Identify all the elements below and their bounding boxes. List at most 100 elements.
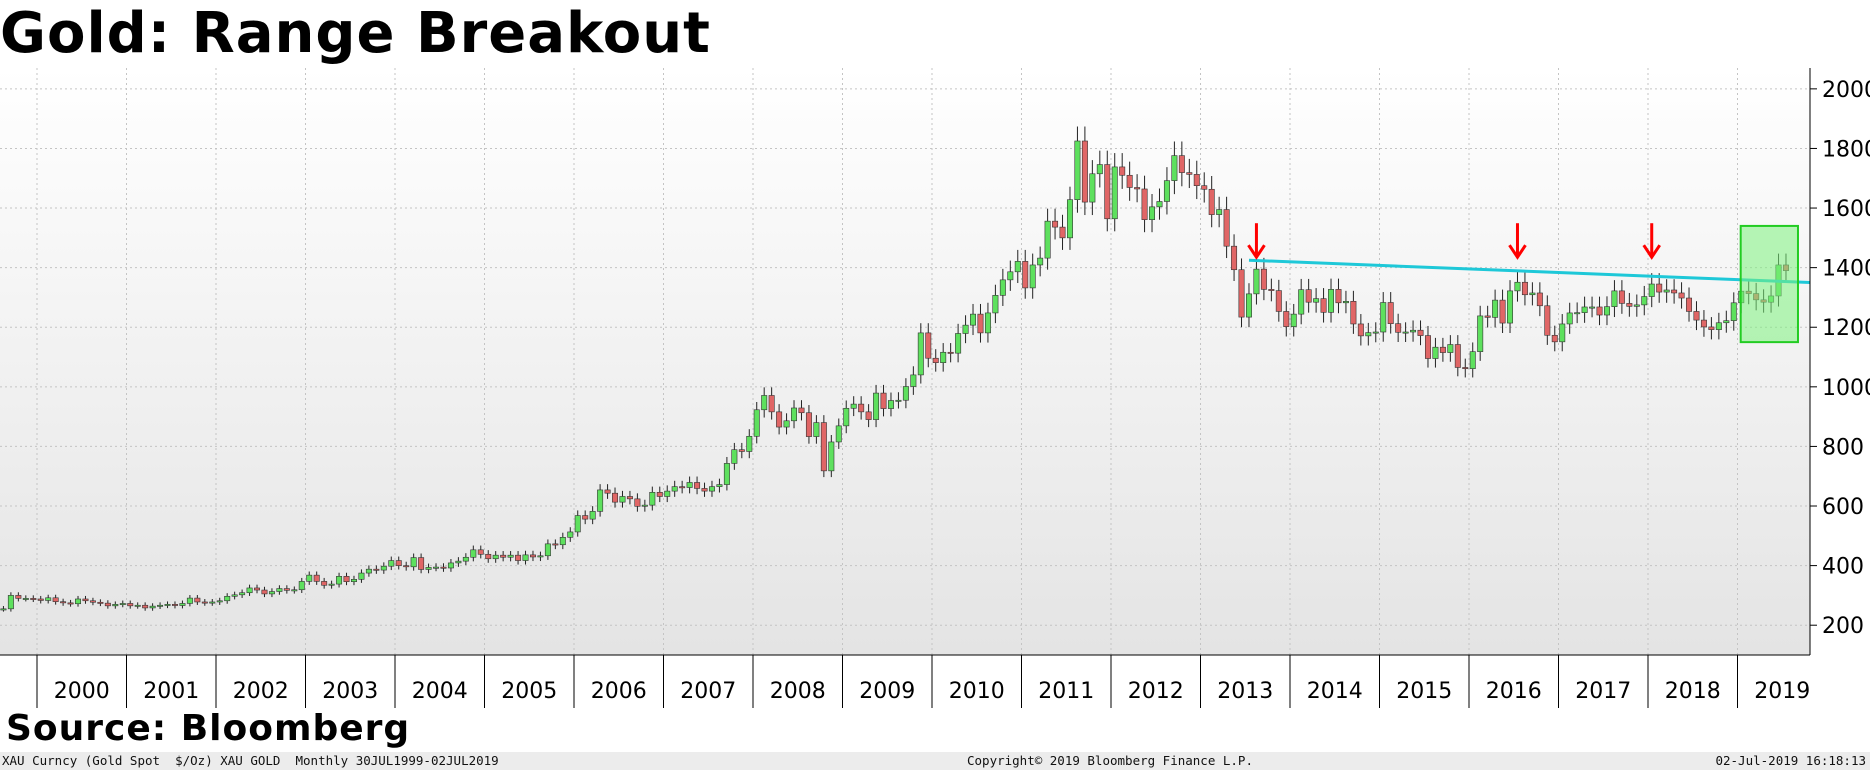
candle-2002-11: [291, 586, 298, 594]
candle-2014-09: [1350, 290, 1357, 334]
candle-body-down: [679, 486, 686, 489]
candle-1999-08: [0, 606, 7, 612]
candle-2010-09: [992, 284, 999, 324]
candle-2017-04: [1581, 296, 1588, 323]
candle-2012-09: [1171, 141, 1178, 195]
candle-body-up: [1663, 289, 1670, 293]
candle-2014-02: [1298, 278, 1305, 325]
candle-2018-05: [1678, 282, 1685, 309]
candle-body-up: [470, 549, 477, 558]
candle-2005-07: [529, 550, 536, 562]
candle-2003-12: [388, 556, 395, 571]
candle-2009-05: [873, 384, 880, 428]
candle-2017-09: [1618, 280, 1625, 314]
candle-2006-04: [597, 484, 604, 517]
candle-2009-12: [925, 323, 932, 368]
candle-body-up: [589, 511, 596, 520]
source-label: Source: Bloomberg: [6, 708, 411, 749]
candle-body-up: [761, 395, 768, 411]
candle-body-down: [30, 598, 37, 600]
candle-body-up: [22, 598, 29, 600]
candle-2006-02: [582, 510, 589, 525]
candle-2018-09: [1708, 317, 1715, 340]
candle-2009-06: [880, 384, 887, 417]
candle-body-up: [298, 581, 305, 591]
candle-2015-09: [1439, 337, 1446, 362]
candle-body-up: [365, 568, 372, 574]
y-tick-label: 1000: [1822, 376, 1870, 401]
footer-ticker-info: XAU Curncy (Gold Spot $/Oz) XAU GOLD Mon…: [2, 753, 499, 768]
x-tick-label: 2001: [143, 679, 199, 704]
candle-body-up: [641, 504, 648, 507]
arrow-head: [1247, 244, 1266, 260]
candle-2013-05: [1231, 234, 1238, 281]
candle-body-down: [373, 568, 380, 571]
candle-body-up: [597, 489, 604, 512]
candle-2004-07: [440, 563, 447, 572]
candle-2018-11: [1723, 310, 1730, 333]
breakout-highlight-box: [1739, 224, 1799, 344]
arrow-head: [1642, 244, 1661, 260]
candle-2008-11: [828, 434, 835, 478]
candle-body-up: [902, 386, 909, 401]
candle-2011-01: [1022, 249, 1029, 299]
candle-2005-11: [559, 532, 566, 550]
candle-body-up: [224, 595, 231, 602]
candle-2001-05: [157, 602, 164, 609]
candle-body-down: [171, 604, 178, 606]
candle-body-up: [447, 562, 454, 569]
candle-2008-04: [776, 404, 783, 435]
candle-body-up: [783, 420, 790, 428]
candle-body-up: [433, 566, 440, 569]
candle-body-down: [1671, 289, 1678, 294]
candle-body-up: [731, 449, 738, 464]
candle-2016-07: [1514, 271, 1521, 302]
candle-2016-02: [1477, 305, 1484, 361]
candle-body-down: [1544, 305, 1551, 336]
candle-2017-11: [1633, 294, 1640, 317]
candle-body-down: [701, 488, 708, 492]
candle-2002-08: [268, 588, 275, 598]
candle-body-down: [1186, 172, 1193, 175]
candle-2006-08: [626, 490, 633, 505]
candle-body-down: [261, 589, 268, 595]
candle-body-down: [805, 412, 812, 437]
y-tick-label: 800: [1822, 435, 1864, 460]
candle-2013-08: [1253, 257, 1260, 305]
candle-body-up: [492, 554, 499, 560]
candle-body-down: [194, 597, 201, 603]
candle-2006-05: [604, 484, 611, 499]
candle-2015-08: [1432, 337, 1439, 368]
candle-2013-02: [1208, 175, 1215, 228]
candle-body-up: [1529, 292, 1536, 296]
candle-body-down: [1521, 281, 1528, 296]
candle-1999-12: [30, 595, 37, 603]
candle-2004-06: [433, 563, 440, 572]
candle-2006-10: [641, 499, 648, 512]
y-tick-label: 200: [1822, 614, 1864, 639]
candle-body-up: [955, 333, 962, 354]
candle-2012-07: [1156, 188, 1163, 220]
candle-body-up: [455, 560, 462, 564]
candle-body-up: [1216, 209, 1223, 215]
red-arrow-icon: [1642, 223, 1661, 260]
candle-body-up: [112, 604, 119, 607]
candle-body-down: [925, 332, 932, 359]
y-tick-label: 1800: [1822, 137, 1870, 162]
candle-body-down: [1454, 344, 1461, 368]
candle-2013-01: [1201, 172, 1208, 203]
candle-body-up: [940, 351, 947, 363]
candle-body-up: [462, 556, 469, 562]
candle-2010-08: [984, 302, 991, 343]
candle-2005-06: [522, 550, 529, 565]
candle-body-up: [350, 579, 357, 582]
candle-body-up: [813, 422, 820, 437]
chart-title: Gold: Range Breakout: [0, 1, 711, 66]
candle-body-up: [507, 554, 514, 558]
candle-2014-07: [1335, 278, 1342, 314]
candle-2018-04: [1671, 279, 1678, 304]
candle-2004-11: [470, 545, 477, 562]
candle-body-down: [1126, 174, 1133, 188]
candle-2007-01: [664, 485, 671, 503]
candle-body-up: [1402, 331, 1409, 334]
